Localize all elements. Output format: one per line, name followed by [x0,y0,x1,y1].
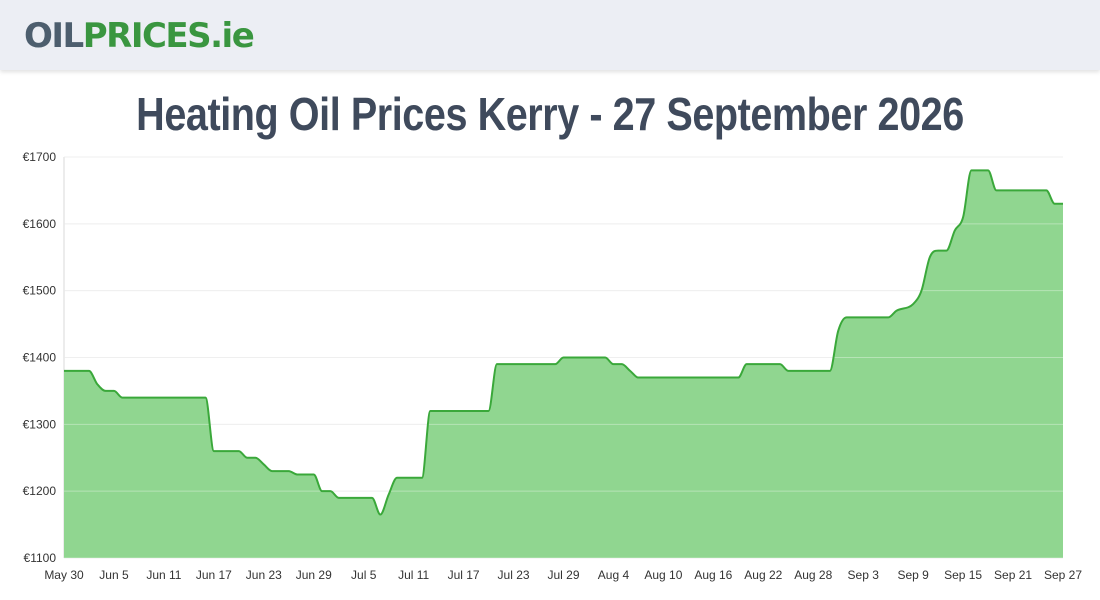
x-tick-label: Aug 4 [598,568,630,582]
y-tick-label: €1500 [23,284,57,298]
x-tick-label: Jul 23 [498,568,530,582]
x-tick-label: Jun 5 [99,568,129,582]
x-tick-label: Aug 28 [794,568,832,582]
x-tick-label: Sep 21 [994,568,1032,582]
logo-oil-text: OIL [24,16,84,56]
y-tick-label: €1200 [23,484,57,498]
y-tick-label: €1300 [23,417,57,431]
x-tick-label: Sep 15 [944,568,982,582]
x-tick-label: Jul 11 [398,568,429,582]
site-header: OILPRICES.ie [0,0,1100,70]
x-tick-label: Aug 22 [744,568,782,582]
page-title: Heating Oil Prices Kerry - 27 September … [136,88,964,140]
series-line [64,169,1063,516]
y-tick-label: €1600 [23,217,57,231]
x-tick-label: Jul 29 [547,568,579,582]
x-tick-label: Sep 9 [897,568,929,582]
series-area [64,170,1063,558]
x-tick-label: Sep 3 [848,568,880,582]
x-tick-label: Jun 23 [246,568,282,582]
y-tick-label: €1400 [23,351,57,365]
x-tick-label: Jun 29 [296,568,332,582]
x-tick-label: Jul 17 [448,568,480,582]
x-tick-label: Jul 5 [351,568,377,582]
x-tick-label: Aug 10 [644,568,682,582]
y-tick-label: €1100 [24,551,57,565]
site-logo[interactable]: OILPRICES.ie [24,14,255,58]
y-tick-label: €1700 [23,150,57,164]
x-tick-label: Sep 27 [1044,568,1082,582]
x-tick-label: Jun 11 [146,568,181,582]
logo-prices-text: PRICES.ie [82,16,255,56]
x-tick-label: Jun 17 [196,568,232,582]
x-tick-label: May 30 [44,568,84,582]
x-tick-label: Aug 16 [694,568,732,582]
